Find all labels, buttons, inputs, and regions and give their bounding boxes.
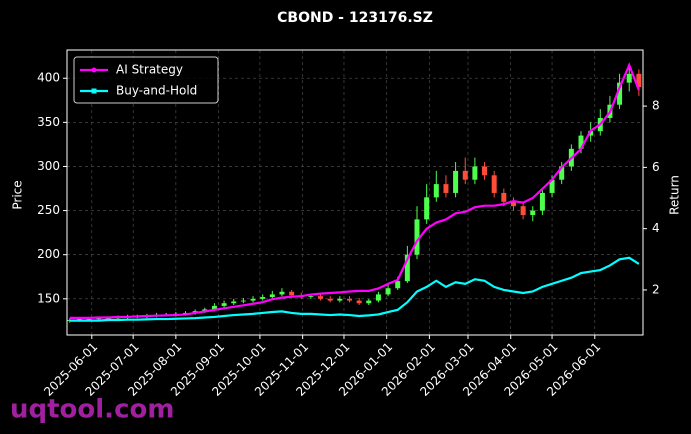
candle-body [530,210,536,215]
y-tick-label: 300 [37,159,60,173]
candle-body [105,318,111,320]
plot-frame [66,49,644,336]
candle-body [453,170,459,193]
candle-body [491,175,497,193]
candle-body [520,206,526,215]
candle-body [414,219,420,255]
candle-body [279,291,285,295]
candle-body [404,254,410,282]
candle-body [221,303,227,306]
candle-body [231,301,237,304]
candle-body [308,296,314,298]
legend: AI Strategy Buy-and-Hold [73,56,219,104]
candle-body [395,281,401,289]
y-tick-label: 250 [37,203,60,217]
candle-body [501,192,507,202]
legend-box [73,56,219,104]
y-tick-label: 350 [37,115,60,129]
candle-body [549,179,555,193]
candle-body [482,166,488,176]
candle-body [346,298,352,301]
candle-body [636,73,642,88]
y-axis-label: Price [11,180,25,209]
candle-body [617,82,623,105]
legend-marker [91,67,97,73]
y2-tick-label: 6 [652,160,660,174]
y2-tick-label: 4 [652,221,660,235]
candle-body [559,166,565,180]
y2-axis-label: Return [668,175,682,215]
candle-body [337,298,343,301]
candle-body [318,296,324,299]
y-tick-label: 400 [37,71,60,85]
candle-body [578,135,584,149]
candle-body [433,184,439,198]
candle-body [240,300,246,302]
y-tick-label: 200 [37,247,60,261]
y2-tick-label: 2 [652,282,660,296]
candle-body [462,170,468,180]
watermark: uqtool.com [10,395,174,425]
candle-body [539,192,545,211]
candle-body [327,298,333,301]
candle-body [443,184,449,193]
candle-body [211,305,217,310]
candle-body [366,300,372,304]
candle-body [626,73,632,83]
candle-body [510,201,516,207]
legend-label: AI Strategy [116,63,183,77]
candle-body [385,288,391,295]
return-line [69,256,640,322]
candle-body [269,294,275,298]
candle-body [356,300,362,304]
candle-body [96,318,102,320]
candle-body [588,131,594,136]
candle-body [375,294,381,301]
return-line [69,62,640,319]
candle-body [250,298,256,301]
legend-marker [91,88,97,94]
candle-body [260,297,266,299]
y2-tick-label: 8 [652,99,660,113]
candle-body [424,197,430,220]
legend-label: Buy-and-Hold [116,84,197,98]
candle-body [472,166,478,180]
chart-title: CBOND - 123176.SZ [277,10,433,26]
candle-body [289,291,295,296]
y-tick-label: 150 [37,291,60,305]
